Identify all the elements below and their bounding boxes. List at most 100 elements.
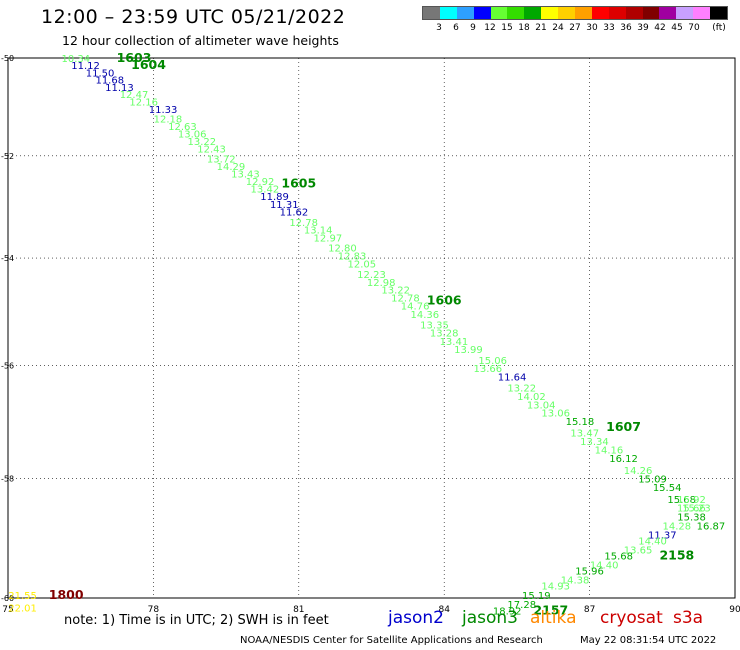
scale-label: 27 — [569, 23, 581, 33]
legend-jason3: jason3 — [462, 608, 518, 628]
wave-height-label: 13.66 — [473, 364, 502, 375]
wave-height-label: 12.05 — [347, 259, 376, 270]
scale-swatch — [676, 7, 694, 19]
scale-swatch — [659, 7, 677, 19]
wave-height-label: 15.19 — [522, 591, 551, 602]
wave-height-label: 11.12 — [71, 61, 100, 72]
note-text: note: 1) Time is in UTC; 2) SWH is in fe… — [64, 613, 329, 628]
wave-height-label: 14.36 — [410, 310, 439, 321]
scale-swatch — [625, 7, 643, 19]
wave-height-label: 11.50 — [86, 68, 115, 79]
wave-height-label: 17.28 — [507, 600, 536, 611]
wave-height-label: 14.40 — [590, 560, 619, 571]
y-tick-label: -56 — [1, 361, 14, 370]
scale-swatch — [558, 7, 576, 19]
x-tick-label: 81 — [293, 605, 304, 615]
scale-swatch — [710, 7, 728, 19]
wave-height-label: 12.78 — [391, 294, 420, 305]
wave-height-label: 13.35 — [420, 321, 449, 332]
wave-height-label: 13.14 — [304, 225, 333, 236]
scale-swatch — [541, 7, 559, 19]
wave-height-label: 12.97 — [314, 233, 343, 244]
wave-height-label: 16.87 — [697, 521, 726, 532]
wave-height-label: 13.22 — [507, 384, 536, 395]
wave-height-label: 15.18 — [566, 417, 595, 428]
y-tick-label: -52 — [1, 152, 14, 161]
scale-label: 18 — [518, 23, 530, 33]
wave-height-label: 11.33 — [149, 105, 178, 116]
scale-label: (ft) — [712, 23, 726, 33]
color-scale-labels: 3 6 9 12 15 18 21 24 27 30 33 36 39 42 45 70 (ft) — [422, 20, 728, 34]
scale-swatch — [524, 7, 542, 19]
wave-height-label: 14.28 — [663, 521, 692, 532]
scale-swatch — [439, 7, 457, 19]
wave-height-label: 11.64 — [498, 372, 527, 383]
wave-height-label: 14.38 — [561, 576, 590, 587]
legend-cryosat: cryosat — [600, 608, 663, 628]
wave-height-label: 13.42 — [251, 185, 280, 196]
wave-height-label: 12.18 — [154, 115, 183, 126]
wave-height-label: 15.68 — [667, 495, 696, 506]
wave-height-label: 15.92 — [677, 495, 706, 506]
scale-label: 6 — [453, 23, 459, 33]
pass-time-label: 1604 — [131, 57, 166, 72]
wave-height-label: 13.34 — [580, 437, 609, 448]
x-tick-label: 75 — [2, 605, 13, 615]
pass-time-label: 1607 — [606, 419, 641, 434]
scale-swatch — [473, 7, 491, 19]
scale-swatch — [456, 7, 474, 19]
wave-height-label: 13.04 — [527, 400, 556, 411]
wave-height-label: 12.43 — [197, 144, 226, 155]
wave-height-label: 11.68 — [95, 76, 124, 87]
wave-height-label: 15.09 — [638, 474, 667, 485]
pass-time-label: 1603 — [117, 50, 152, 65]
page-title: 12:00 – 23:59 UTC 05/21/2022 — [41, 6, 346, 28]
wave-height-label: 15.06 — [478, 356, 507, 367]
wave-height-label: 12.16 — [129, 97, 158, 108]
wave-height-label: 13.06 — [541, 409, 570, 420]
scale-label: 45 — [671, 23, 683, 33]
wave-height-label: 12.98 — [367, 278, 396, 289]
wave-height-label: 15.23 — [682, 504, 711, 515]
y-tick-label: -60 — [1, 594, 14, 603]
pass-time-label: 1606 — [427, 292, 462, 307]
wave-height-label: 11.89 — [260, 192, 289, 203]
wave-height-label: 13.72 — [207, 154, 236, 165]
color-scale-swatches — [422, 6, 728, 20]
x-tick-label: 90 — [729, 605, 740, 615]
wave-height-label: 22.01 — [8, 603, 37, 614]
scale-label: 15 — [501, 23, 513, 33]
legend-jason2: jason2 — [388, 608, 444, 628]
pass-time-label: 2157 — [533, 602, 568, 617]
wave-height-label: 11.62 — [280, 207, 309, 218]
x-tick-label: 87 — [584, 605, 595, 615]
scale-label: 12 — [484, 23, 496, 33]
wave-height-label: 14.76 — [401, 302, 430, 313]
scale-label: 24 — [552, 23, 564, 33]
wave-height-label: 21.55 — [8, 591, 37, 602]
legend-s3a: s3a — [673, 608, 704, 628]
wave-height-label: 18.92 — [493, 606, 522, 617]
wave-height-label: 13.43 — [231, 169, 260, 180]
scale-label: 70 — [688, 23, 700, 33]
footer-timestamp: May 22 08:31:54 UTC 2022 — [580, 635, 717, 646]
scale-swatch — [490, 7, 508, 19]
wave-height-label: 11.13 — [105, 83, 134, 94]
wave-height-label: 14.40 — [638, 536, 667, 547]
y-tick-label: -58 — [1, 474, 14, 483]
scale-label: 36 — [620, 23, 632, 33]
wave-height-label: 12.80 — [328, 244, 357, 255]
wave-height-label: 13.65 — [624, 545, 653, 556]
wave-height-label: 16.12 — [609, 454, 638, 465]
y-tick-label: -54 — [1, 254, 14, 263]
wave-height-label: 10.34 — [62, 54, 91, 65]
wave-height-label: 13.47 — [570, 429, 599, 440]
scale-label: 3 — [436, 23, 442, 33]
x-tick-label: 84 — [438, 605, 450, 615]
scale-label: 39 — [637, 23, 649, 33]
wave-height-label: 14.16 — [595, 446, 624, 457]
wave-height-label: 12.23 — [357, 270, 386, 281]
scale-swatch — [608, 7, 626, 19]
wave-height-label: 13.06 — [178, 129, 207, 140]
scale-swatch — [575, 7, 592, 19]
